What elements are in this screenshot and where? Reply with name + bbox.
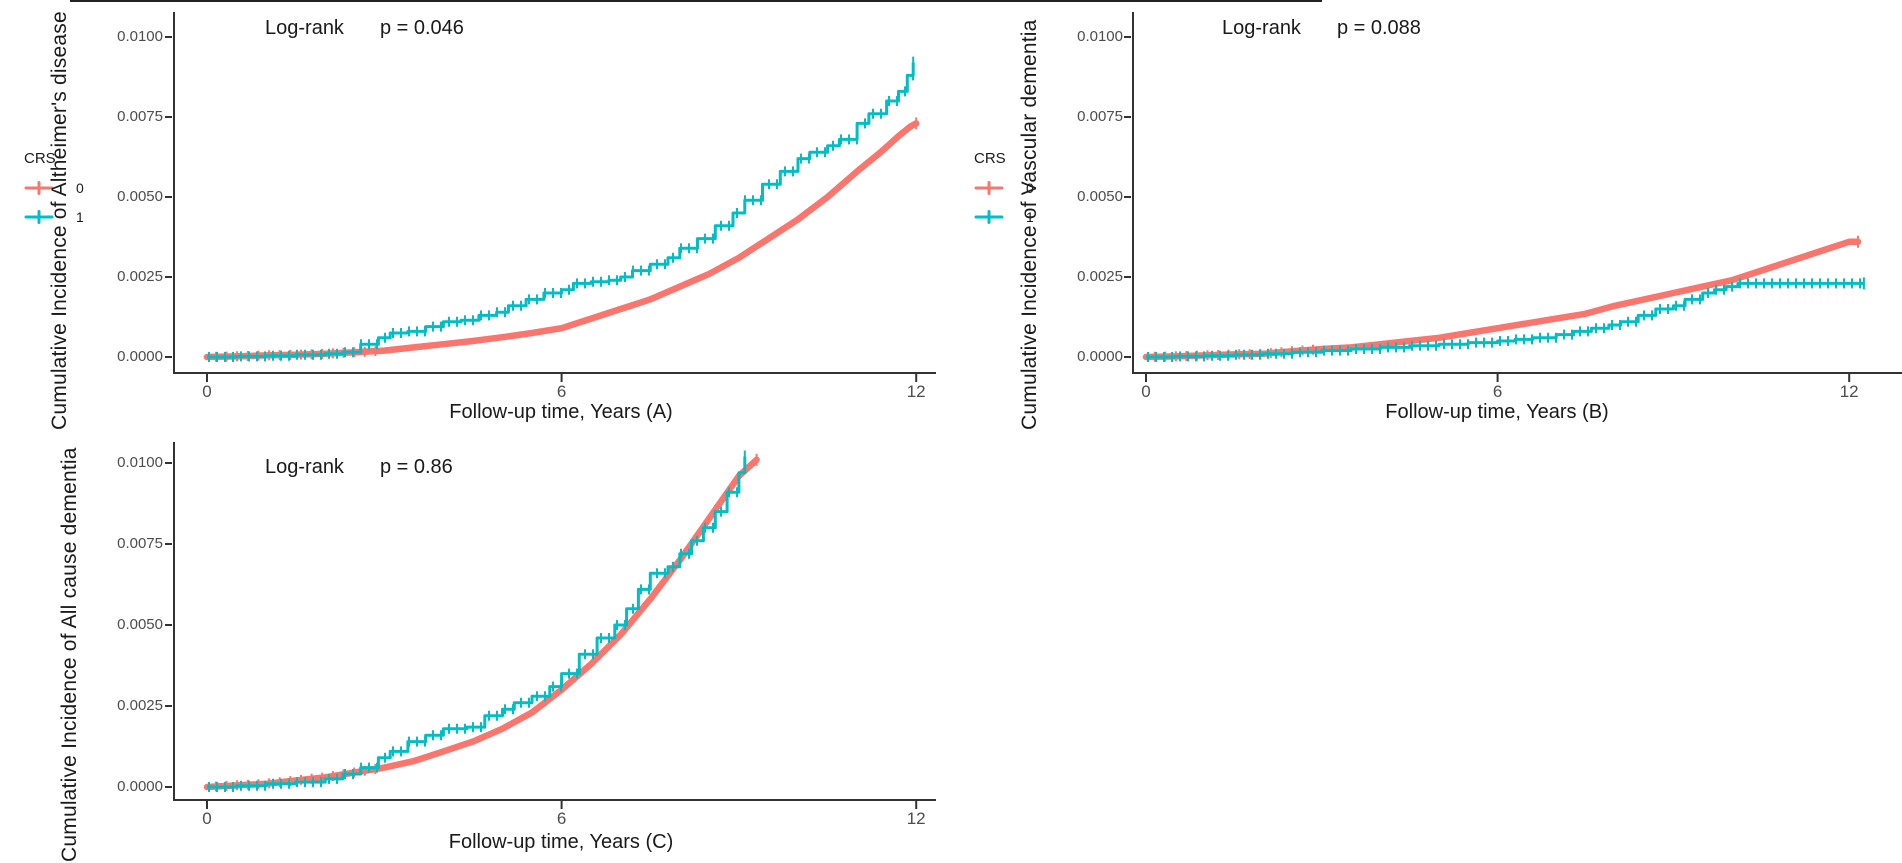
y-tick-label: 0.0025	[117, 697, 163, 714]
y-tick-label: 0.0000	[117, 778, 163, 795]
series-line-crs1	[1146, 281, 1864, 359]
censor-plus-icon-crs0	[974, 181, 1004, 195]
censor-plus-icon-crs0	[24, 181, 54, 195]
y-tick-label: 0.0100	[117, 28, 163, 45]
legend-item-label: 1	[76, 209, 84, 225]
y-axis-title: Cumulative Incidence of All cause dement…	[58, 447, 81, 862]
x-tick-label: 12	[1839, 382, 1859, 401]
censor-ticks-crs0	[1153, 235, 1859, 362]
legend-item-label: 1	[1026, 209, 1034, 225]
y-tick-label: 0.0000	[1077, 348, 1123, 365]
y-tick-label: 0.0050	[117, 188, 163, 205]
logrank-annotation: Log-rank p = 0.046	[265, 17, 464, 40]
logrank-annotation: Log-rank p = 0.088	[1222, 17, 1421, 40]
legend-title: CRS	[24, 150, 56, 167]
legend-item-crs0: 0	[972, 179, 1034, 197]
x-axis-title: Follow-up time, Years (B)	[1385, 401, 1609, 423]
p-value: p = 0.088	[1336, 17, 1421, 39]
panel-vascular: Log-rank p = 0.088 CRS 0 1 Cumulative Inc…	[950, 0, 1902, 430]
x-tick-label: 6	[556, 382, 567, 401]
y-tick-label: 0.0050	[1077, 188, 1123, 205]
legend-crs: CRS 0 1	[22, 150, 84, 226]
logrank-test-label: Log-rank	[1222, 17, 1301, 39]
y-tick-label: 0.0075	[1077, 108, 1123, 125]
figure-top-edge-line	[70, 0, 1322, 2]
y-tick-label: 0.0000	[117, 348, 163, 365]
legend-item-crs1: 1	[972, 208, 1034, 226]
y-axis-title: Cumulative Incidence of Altheimer's dise…	[48, 11, 71, 430]
series-line-crs1	[207, 456, 747, 789]
legend-item-label: 0	[76, 180, 84, 196]
legend-item-label: 0	[1026, 180, 1034, 196]
censor-plus-icon-crs1	[24, 210, 54, 224]
censor-ticks-crs1	[208, 56, 915, 362]
y-tick-label: 0.0100	[117, 454, 163, 471]
y-tick-label: 0.0075	[117, 108, 163, 125]
x-axis-title: Follow-up time, Years (C)	[448, 831, 674, 853]
x-tick-label: 6	[1492, 382, 1503, 401]
plot-area-vascular	[1124, 12, 1902, 382]
panel-alzheimers: Log-rank p = 0.046 CRS 0 1 Cumulative Inc…	[0, 0, 950, 430]
logrank-test-label: Log-rank	[265, 17, 344, 39]
x-tick-label: 6	[556, 809, 567, 828]
censor-ticks-crs0	[214, 453, 758, 792]
y-tick-label: 0.0025	[117, 268, 163, 285]
legend-crs: CRS 0 1	[972, 150, 1034, 226]
censor-ticks-crs1	[1147, 277, 1865, 362]
y-tick-label: 0.0075	[117, 535, 163, 552]
plot-area-alzheimers	[165, 12, 936, 382]
plot-area-all-cause	[165, 442, 936, 809]
x-tick-label: 0	[202, 382, 212, 401]
p-value: p = 0.046	[379, 17, 464, 39]
x-tick-label: 12	[906, 382, 926, 401]
censor-plus-icon-crs1	[974, 210, 1004, 224]
legend-title: CRS	[974, 150, 1006, 167]
x-tick-label: 0	[1141, 382, 1151, 401]
y-tick-label: 0.0050	[117, 616, 163, 633]
x-tick-label: 12	[906, 809, 926, 828]
p-value: p = 0.86	[379, 456, 453, 478]
legend-item-crs0: 0	[22, 179, 84, 197]
y-axis-title: Cumulative Incidence of Vascular dementi…	[1018, 19, 1041, 430]
y-tick-label: 0.0025	[1077, 268, 1123, 285]
logrank-annotation: Log-rank p = 0.86	[265, 456, 453, 479]
censor-ticks-crs1	[208, 450, 746, 792]
x-tick-label: 0	[202, 809, 212, 828]
logrank-test-label: Log-rank	[265, 456, 344, 478]
x-axis-title: Follow-up time, Years (A)	[449, 401, 673, 423]
legend-item-crs1: 1	[22, 208, 84, 226]
series-line-crs0	[203, 456, 760, 791]
y-tick-label: 0.0100	[1077, 28, 1123, 45]
